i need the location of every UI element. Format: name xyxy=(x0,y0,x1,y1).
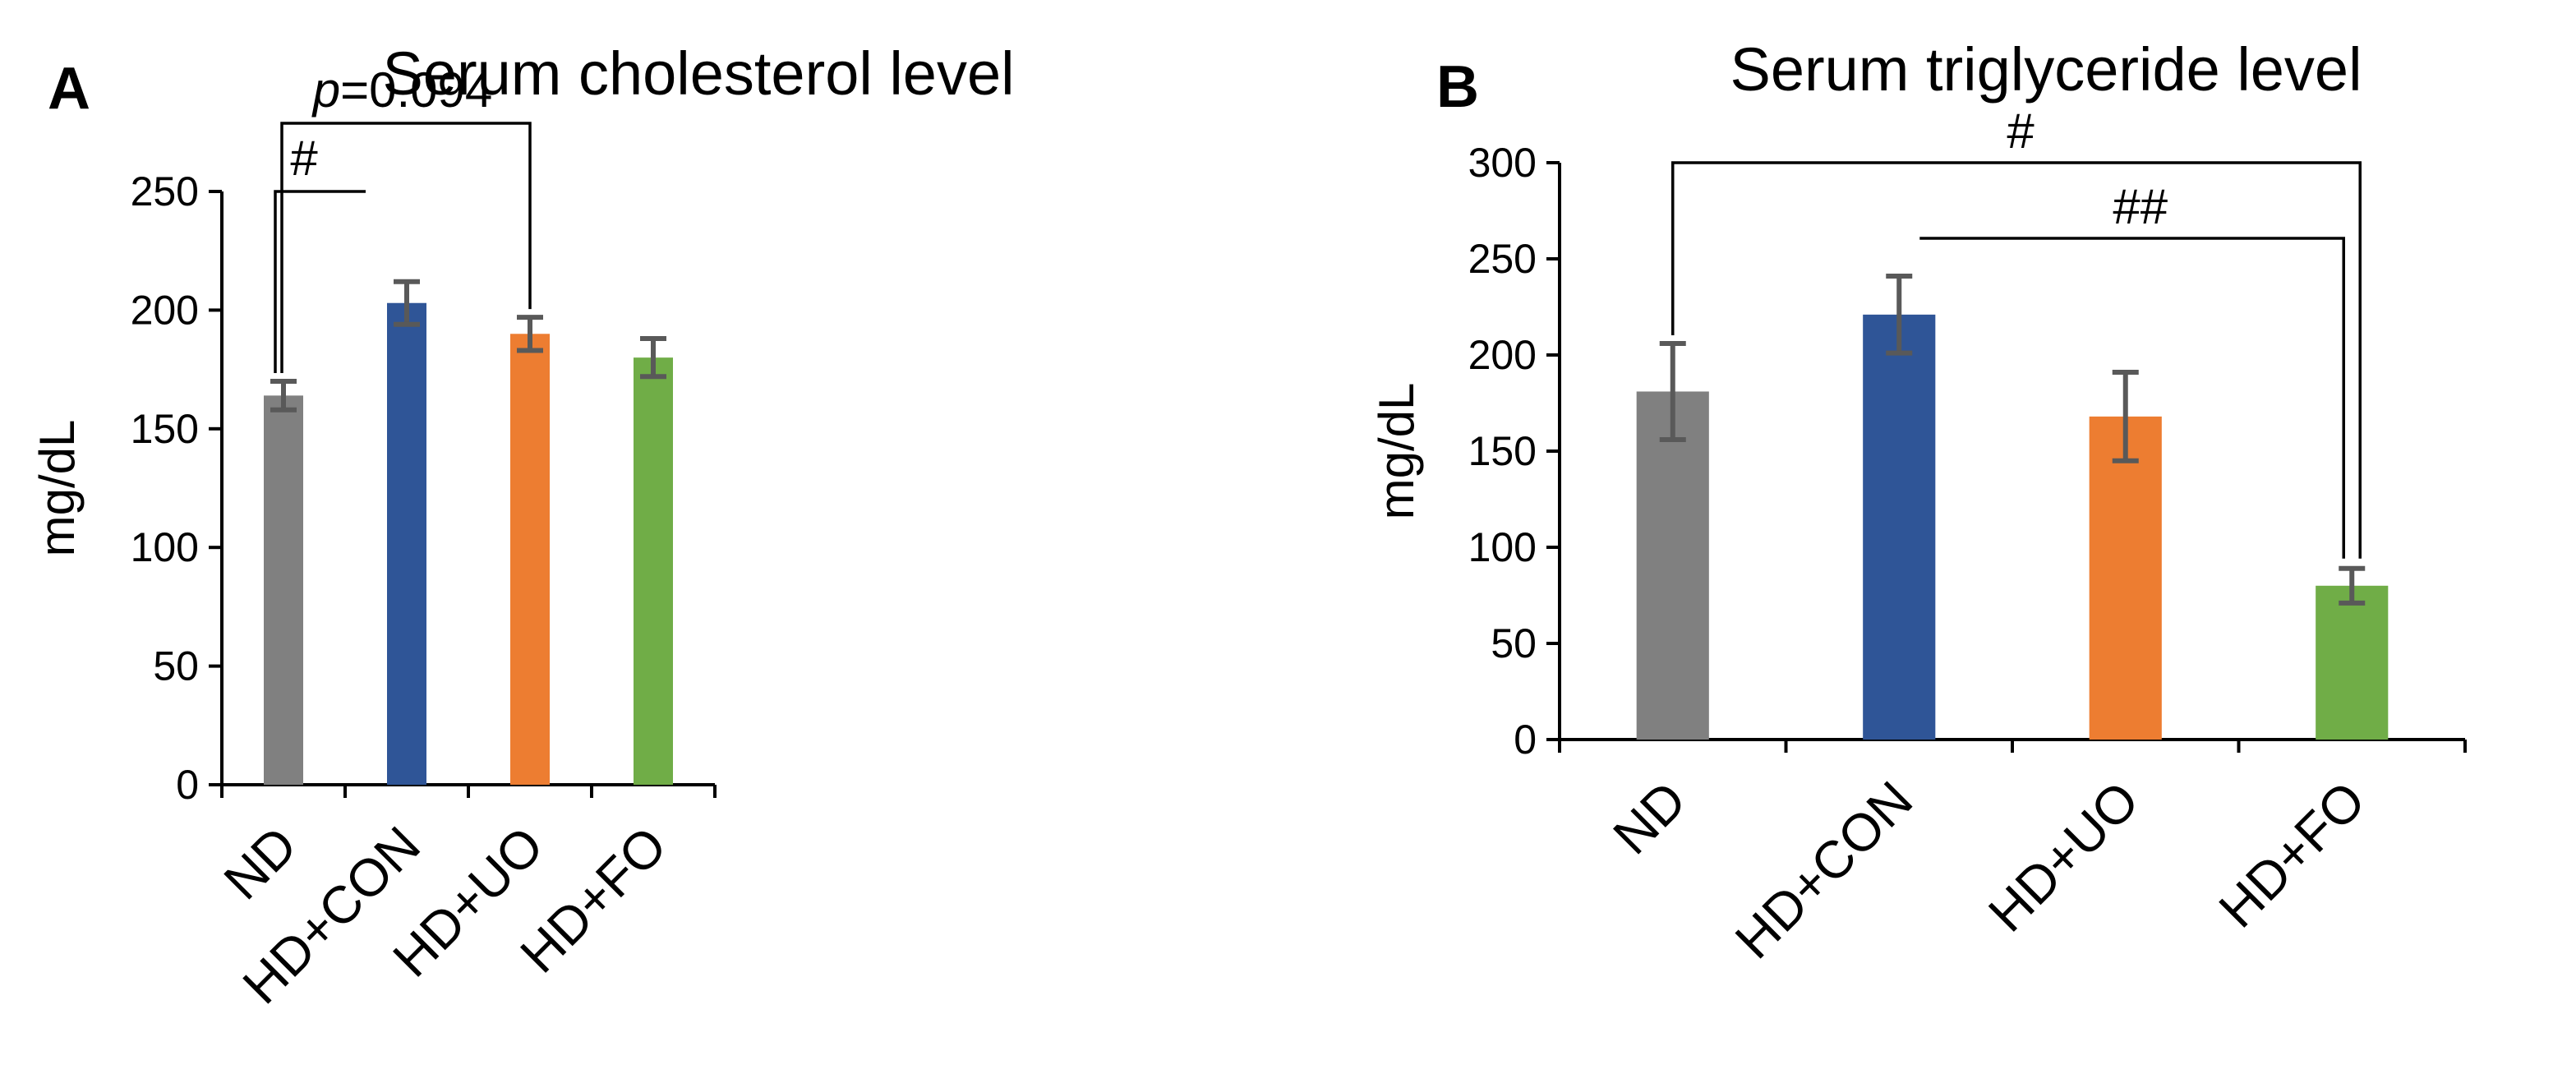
bar-hd-fo xyxy=(634,357,673,785)
y-tick-label: 100 xyxy=(131,524,199,570)
x-tick-label: HD+CON xyxy=(1724,770,1924,970)
bar-nd xyxy=(264,395,303,785)
significance-label: p=0.094 xyxy=(311,62,493,118)
significance-label: # xyxy=(290,131,318,186)
y-tick-label: 200 xyxy=(131,287,199,333)
y-tick-label: 250 xyxy=(131,168,199,214)
significance-label: # xyxy=(2007,104,2035,159)
y-tick-label: 50 xyxy=(1491,620,1537,666)
panel-letter: B xyxy=(1436,54,1479,120)
x-tick-label: HD+UO xyxy=(1977,770,2150,943)
bar-hd-uo xyxy=(510,334,550,785)
y-axis-label: mg/dL xyxy=(30,420,85,557)
x-tick-label: HD+FO xyxy=(2208,770,2377,939)
y-axis-label: mg/dL xyxy=(1369,383,1424,520)
y-tick-label: 100 xyxy=(1468,524,1537,570)
y-tick-label: 150 xyxy=(131,406,199,452)
y-tick-label: 300 xyxy=(1468,140,1537,186)
bar-hd-con xyxy=(387,302,426,786)
panel-letter: A xyxy=(48,56,90,122)
y-tick-label: 0 xyxy=(1514,717,1537,763)
y-tick-label: 200 xyxy=(1468,332,1537,378)
bar-hd-con xyxy=(1863,314,1936,740)
significance-bracket xyxy=(1671,161,2362,559)
significance-label: ## xyxy=(2113,179,2168,234)
y-tick-label: 50 xyxy=(153,643,199,689)
bar-nd xyxy=(1636,391,1709,740)
significance-bracket xyxy=(1919,237,2345,559)
chart-title: Serum cholesterol level xyxy=(382,39,1014,108)
chart-title: Serum triglyceride level xyxy=(1730,35,2362,104)
x-tick-label: ND xyxy=(213,815,308,910)
y-tick-label: 0 xyxy=(176,762,199,808)
significance-bracket xyxy=(280,122,532,374)
bar-hd-uo xyxy=(2089,416,2162,740)
significance-bracket xyxy=(274,190,366,374)
panel-a: A Serum cholesterol level mg/dL 0 50 100 150 20… xyxy=(30,39,1015,1015)
bar-hd-fo xyxy=(2316,585,2389,740)
y-tick-label: 150 xyxy=(1468,428,1537,474)
y-tick-label: 250 xyxy=(1468,236,1537,282)
x-tick-label: ND xyxy=(1601,770,1697,865)
panel-b: B Serum triglyceride level mg/dL 0 50 100 150 2… xyxy=(1369,35,2467,970)
p-symbol: p xyxy=(311,62,340,118)
p-value: =0.094 xyxy=(340,62,492,118)
